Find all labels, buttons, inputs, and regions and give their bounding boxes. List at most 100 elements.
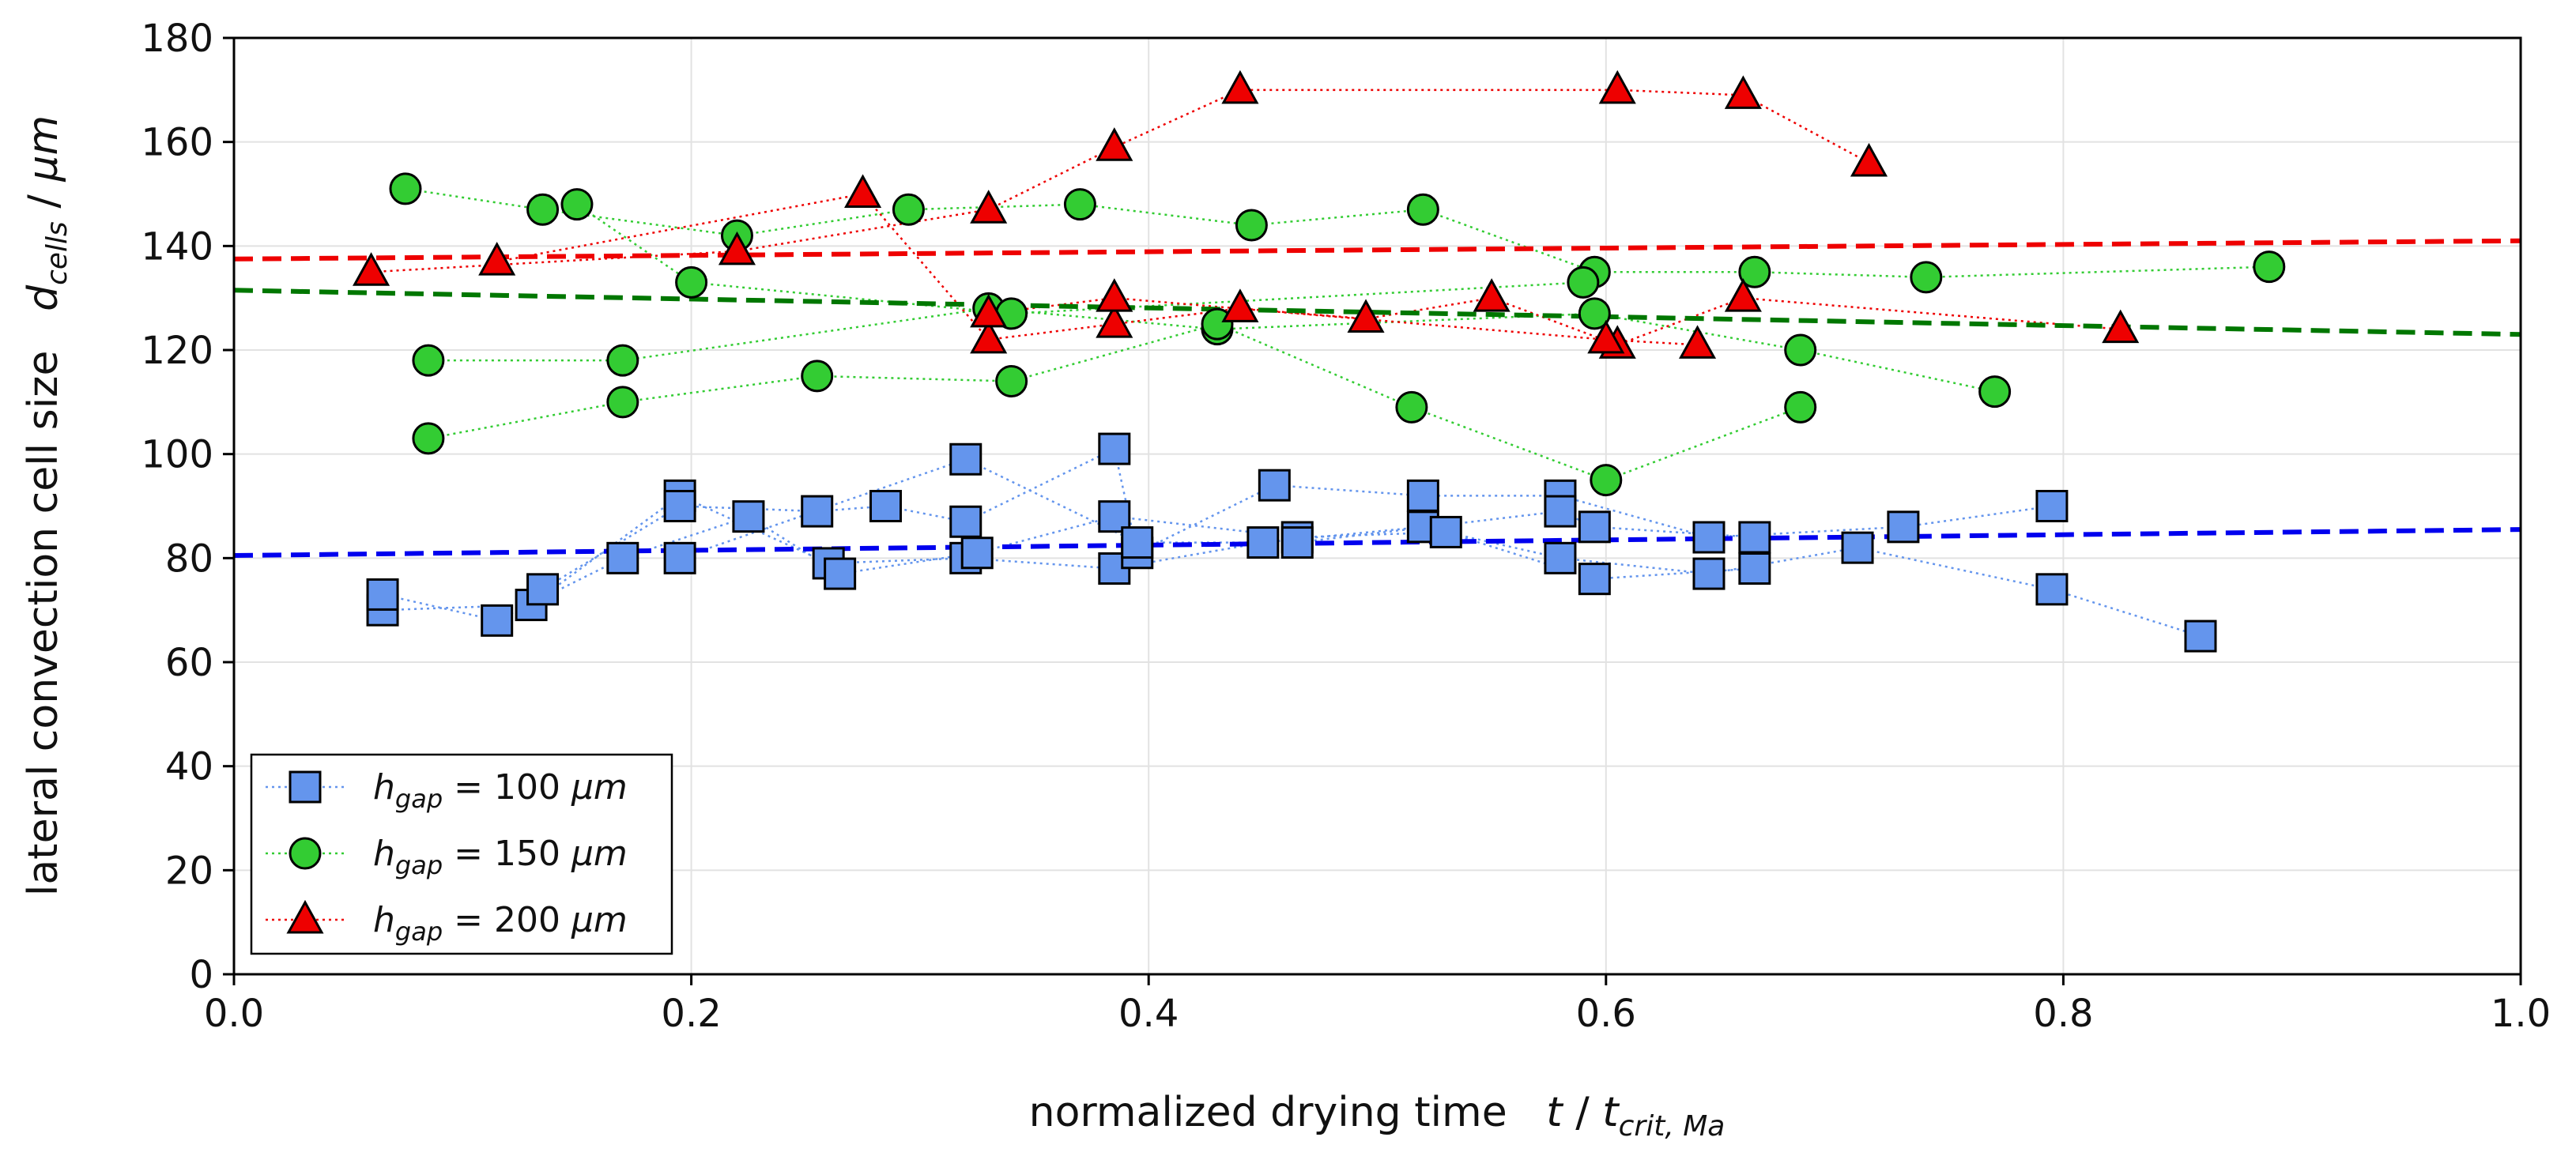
legend-square-marker <box>289 770 322 804</box>
triangle-marker <box>353 252 390 286</box>
circle-marker <box>1063 188 1096 221</box>
square-marker <box>526 573 560 606</box>
y-tick-label: 40 <box>165 745 213 789</box>
square-marker <box>1544 541 1577 574</box>
y-tick-label: 60 <box>165 641 213 685</box>
triangle-marker <box>1473 278 1511 312</box>
y-tick-label: 20 <box>165 849 213 893</box>
x-axis-label-sep: / <box>1563 1089 1603 1136</box>
triangle-marker <box>478 241 516 276</box>
legend-triangle-marker <box>286 899 324 934</box>
x-tick-label: 0.2 <box>661 992 721 1036</box>
triangle-marker <box>1096 303 1133 338</box>
triangle-marker <box>1587 319 1625 354</box>
circle-marker <box>606 386 639 419</box>
triangle-marker <box>1850 142 1888 177</box>
legend-label: hgap = 200 μm <box>373 900 628 947</box>
y-tick-label: 160 <box>141 121 213 165</box>
x-tick-label: 0.0 <box>204 992 264 1036</box>
legend: hgap = 100 μm hgap = 150 μm hgap = 200 μm <box>250 753 673 955</box>
square-marker <box>960 537 994 570</box>
y-tick-label: 80 <box>165 537 213 581</box>
x-axis-label-main: normalized drying time <box>1029 1089 1507 1136</box>
series-connector-line <box>496 193 2121 346</box>
circle-marker <box>801 360 834 393</box>
y-axis-label: lateral convection cell size dcells / μm <box>20 115 74 896</box>
triangle-marker <box>1598 70 1636 104</box>
square-marker <box>606 541 639 574</box>
square-marker <box>1544 495 1577 528</box>
y-tick-label: 0 <box>189 953 213 997</box>
square-marker <box>1406 479 1439 512</box>
circle-marker <box>606 344 639 377</box>
triangle-marker <box>970 190 1008 224</box>
triangle-marker <box>1096 278 1133 312</box>
y-axis-label-subscript: cells <box>41 221 74 285</box>
square-marker <box>663 541 696 574</box>
square-marker <box>1841 531 1874 564</box>
circle-marker <box>560 188 594 221</box>
circle-marker <box>675 265 708 299</box>
y-tick-label: 100 <box>141 433 213 477</box>
circle-marker <box>1784 333 1817 367</box>
y-axis-label-sep: / <box>20 182 67 222</box>
plot-frame <box>232 36 2522 976</box>
square-marker <box>2035 573 2069 606</box>
square-marker <box>1692 521 1726 554</box>
square-marker <box>1887 510 1920 544</box>
circle-marker <box>412 422 445 455</box>
square-marker <box>824 557 857 590</box>
square-marker <box>1247 526 1280 559</box>
circle-marker <box>1395 390 1428 424</box>
trend-line <box>233 288 2521 337</box>
square-marker <box>1738 552 1771 585</box>
circle-marker <box>1910 261 1943 294</box>
square-marker <box>1121 526 1154 559</box>
square-marker <box>801 495 834 528</box>
legend-circle-marker <box>289 837 322 870</box>
data-markers <box>353 70 2286 653</box>
triangle-marker <box>1096 127 1133 161</box>
circle-marker <box>389 172 422 205</box>
square-marker <box>481 604 514 637</box>
square-marker <box>949 442 983 476</box>
series-connector-line <box>576 203 1583 315</box>
square-marker <box>1692 557 1726 590</box>
square-marker <box>2035 490 2069 522</box>
x-tick-label: 1.0 <box>2491 992 2551 1036</box>
triangle-marker <box>1678 325 1717 359</box>
y-tick-label: 180 <box>141 17 213 61</box>
square-marker <box>732 500 765 533</box>
triangle-marker <box>1347 299 1385 333</box>
square-marker <box>1258 469 1291 502</box>
y-axis-label-main: lateral convection cell size <box>20 351 67 897</box>
x-tick-label: 0.6 <box>1576 992 1636 1036</box>
circle-marker <box>412 344 445 377</box>
square-marker <box>663 490 696 522</box>
circle-marker <box>1784 390 1817 424</box>
triangle-marker <box>970 293 1008 328</box>
triangle-marker <box>1221 288 1259 322</box>
x-axis-label-sub-base: t <box>1602 1089 1620 1136</box>
circle-marker <box>1578 297 1611 330</box>
triangle-marker <box>1221 70 1259 104</box>
square-marker <box>2184 619 2217 653</box>
x-tick-label: 0.8 <box>2033 992 2093 1036</box>
triangle-marker <box>970 319 1008 354</box>
square-marker <box>1280 526 1314 559</box>
square-marker <box>869 490 903 522</box>
square-marker <box>1429 515 1462 548</box>
series-connector-line <box>405 187 2269 279</box>
square-marker <box>1578 510 1611 544</box>
y-tick-label: 140 <box>141 224 213 269</box>
circle-marker <box>2253 250 2286 284</box>
triangle-marker <box>2102 309 2140 344</box>
circle-marker <box>1738 255 1771 288</box>
triangle-marker <box>844 174 882 208</box>
circle-marker <box>995 365 1028 397</box>
y-axis-label-unit: μm <box>20 115 67 183</box>
circle-marker <box>526 193 560 226</box>
legend-box <box>250 753 673 955</box>
x-tick-label: 0.4 <box>1118 992 1179 1036</box>
